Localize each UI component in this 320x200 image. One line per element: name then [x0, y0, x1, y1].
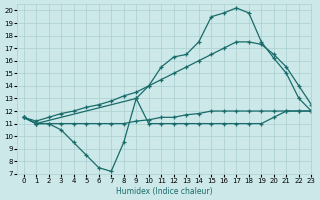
X-axis label: Humidex (Indice chaleur): Humidex (Indice chaleur) — [116, 187, 213, 196]
